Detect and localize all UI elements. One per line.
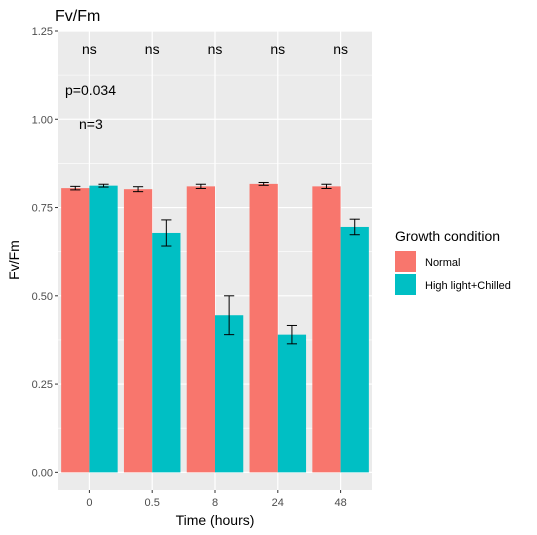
- bar: [186, 186, 215, 473]
- error-bars: [70, 181, 360, 345]
- legend: Growth condition Normal High light+Chille…: [395, 228, 511, 295]
- x-tick-label: 8: [212, 497, 218, 509]
- chart-title: Fv/Fm: [55, 8, 100, 25]
- x-tick-label: 24: [272, 497, 284, 509]
- legend-label: High light+Chilled: [425, 280, 511, 292]
- bar: [89, 185, 118, 473]
- error-bar: [70, 185, 81, 191]
- legend-label: Normal: [425, 257, 460, 269]
- significance-label: ns: [333, 41, 348, 57]
- y-axis: 0.00 0.25 0.50 0.75 1.00 1.25: [32, 26, 58, 479]
- y-tick-label: 0.50: [32, 291, 53, 303]
- bar: [277, 334, 307, 473]
- error-bar: [286, 324, 298, 345]
- y-axis-title: Fv/Fm: [6, 240, 22, 280]
- error-bar: [349, 218, 360, 236]
- y-tick-label: 0.25: [32, 379, 53, 391]
- bar: [312, 186, 341, 473]
- y-tick-label: 1.00: [32, 114, 53, 126]
- bar: [215, 315, 244, 473]
- y-tick-label: 0.00: [32, 467, 53, 479]
- legend-title: Growth condition: [395, 228, 500, 244]
- significance-label: ns: [82, 41, 97, 57]
- bar: [123, 189, 153, 473]
- error-bar: [321, 183, 332, 189]
- error-bar: [161, 219, 172, 247]
- x-axis: 0 0.5 8 24 48: [86, 490, 347, 509]
- bar: [61, 188, 90, 473]
- legend-key: [395, 274, 416, 295]
- bar: [340, 226, 369, 473]
- y-tick-label: 1.25: [32, 26, 53, 38]
- error-bar: [258, 181, 269, 186]
- x-tick-label: 48: [334, 497, 346, 509]
- significance-label: ns: [145, 41, 160, 57]
- bar: [152, 232, 181, 473]
- bars: [61, 183, 369, 473]
- y-tick-label: 0.75: [32, 203, 53, 215]
- error-bar: [195, 183, 206, 189]
- error-bar: [98, 183, 109, 188]
- bar: [249, 183, 278, 473]
- significance-label: ns: [270, 41, 285, 57]
- legend-key: [395, 251, 416, 272]
- x-axis-title: Time (hours): [176, 512, 255, 528]
- error-bar: [224, 295, 235, 336]
- significance-label: ns: [208, 41, 223, 57]
- error-bar: [132, 186, 144, 193]
- n-label: n=3: [79, 116, 103, 132]
- p-value-label: p=0.034: [65, 82, 116, 98]
- annotations: ns ns ns ns ns: [82, 41, 348, 57]
- x-tick-label: 0.5: [145, 497, 160, 509]
- x-tick-label: 0: [86, 497, 92, 509]
